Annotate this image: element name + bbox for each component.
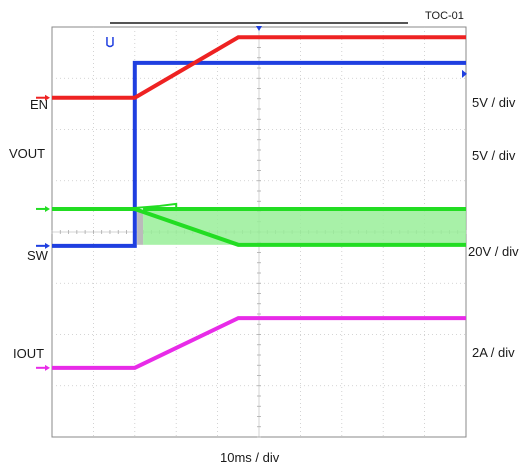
trace-vout: [52, 35, 466, 100]
vout-label: VOUT: [9, 146, 45, 161]
marker-arrow-iout: [45, 364, 50, 371]
iout-scale-label: 2A / div: [472, 345, 515, 360]
sw-startup-bump: [134, 202, 178, 209]
sw-switching-envelope: [137, 206, 466, 245]
sw-label: SW: [27, 248, 49, 263]
channel-markers: [36, 26, 467, 371]
sw-scale-label: 20V / div: [468, 244, 519, 259]
sw-envelope-fill: [143, 208, 466, 245]
time-scale-label: 10ms / div: [220, 450, 280, 465]
trace-en: [52, 60, 466, 248]
en-label: EN: [30, 97, 48, 112]
vout-scale-label: 5V / div: [472, 148, 516, 163]
header-label: TOC-01: [425, 10, 464, 22]
trigger-position-icon: [256, 26, 262, 31]
sw-startup-gray: [137, 210, 144, 245]
trace-iout: [52, 316, 466, 370]
marker-arrow-en: [45, 242, 50, 249]
en-scale-label: 5V / div: [472, 95, 516, 110]
traces: [52, 35, 466, 370]
iout-label: IOUT: [13, 346, 44, 361]
trigger-level-icon: [106, 37, 114, 48]
trace-sw: [52, 206, 466, 247]
marker-arrow-sw: [45, 205, 50, 212]
marker-arrow-vout: [45, 94, 50, 101]
right-edge-marker-icon: [462, 69, 467, 78]
